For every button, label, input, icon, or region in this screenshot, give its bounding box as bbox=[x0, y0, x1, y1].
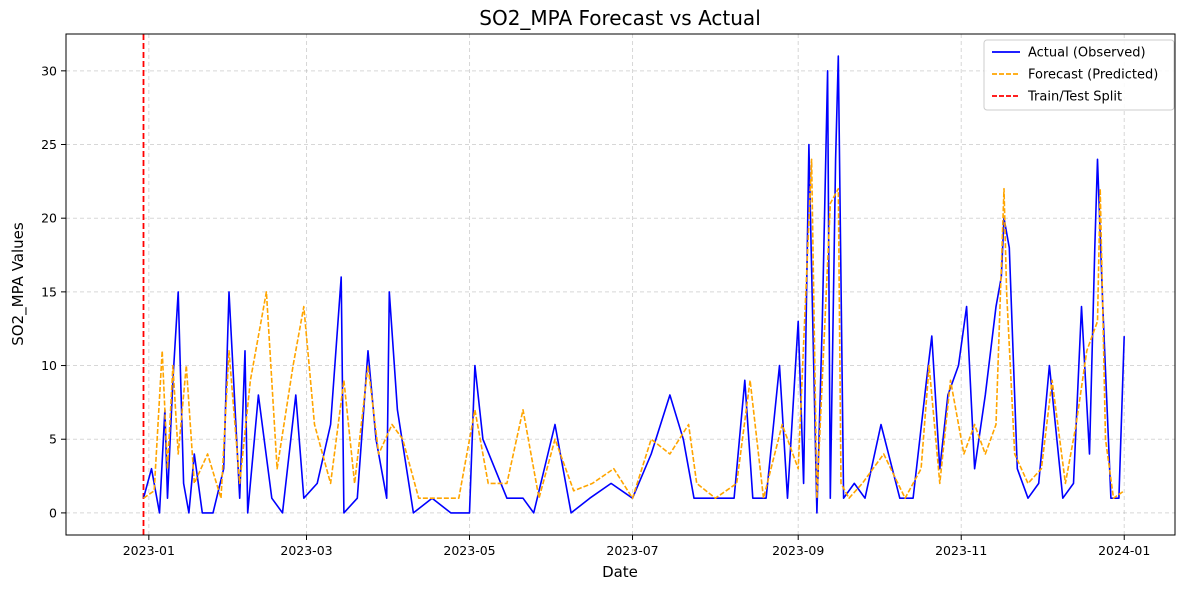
y-axis-ticks: 0 5 10 15 20 25 30 bbox=[41, 63, 66, 520]
y-tick-label: 25 bbox=[41, 137, 57, 152]
y-tick-label: 15 bbox=[41, 284, 57, 299]
plot-area bbox=[142, 34, 1125, 535]
x-tick-label: 2023-09 bbox=[772, 543, 824, 558]
y-tick-label: 5 bbox=[49, 432, 57, 447]
x-tick-label: 2023-07 bbox=[606, 543, 658, 558]
x-axis-title: Date bbox=[602, 563, 638, 581]
x-tick-label: 2023-03 bbox=[280, 543, 332, 558]
series-line-forecast bbox=[143, 158, 1125, 500]
legend-label: Train/Test Split bbox=[1027, 90, 1122, 105]
legend-label: Actual (Observed) bbox=[1028, 46, 1146, 61]
series-layer bbox=[142, 55, 1125, 514]
legend-box bbox=[983, 39, 1175, 111]
y-tick-label: 0 bbox=[49, 505, 57, 520]
grid-lines bbox=[66, 34, 1175, 535]
y-tick-label: 10 bbox=[41, 358, 57, 373]
x-tick-label: 2023-01 bbox=[123, 543, 175, 558]
y-tick-label: 20 bbox=[41, 211, 57, 226]
y-tick-label: 30 bbox=[41, 63, 57, 78]
chart-title: SO2_MPA Forecast vs Actual bbox=[479, 6, 761, 30]
plot-frame bbox=[65, 33, 1176, 536]
x-axis-ticks: 2023-01 2023-03 2023-05 2023-07 2023-09 2023-… bbox=[123, 535, 1150, 558]
x-tick-label: 2023-11 bbox=[935, 543, 987, 558]
series-line-actual bbox=[142, 55, 1125, 514]
x-tick-label: 2023-05 bbox=[443, 543, 495, 558]
legend-label: Forecast (Predicted) bbox=[1028, 68, 1158, 83]
x-tick-label: 2024-01 bbox=[1098, 543, 1150, 558]
y-axis-title: SO2_MPA Values bbox=[9, 222, 28, 346]
legend-items: Actual (Observed) Forecast (Predicted) Tra… bbox=[992, 46, 1158, 105]
legend: Actual (Observed) Forecast (Predicted) Tra… bbox=[983, 39, 1175, 111]
